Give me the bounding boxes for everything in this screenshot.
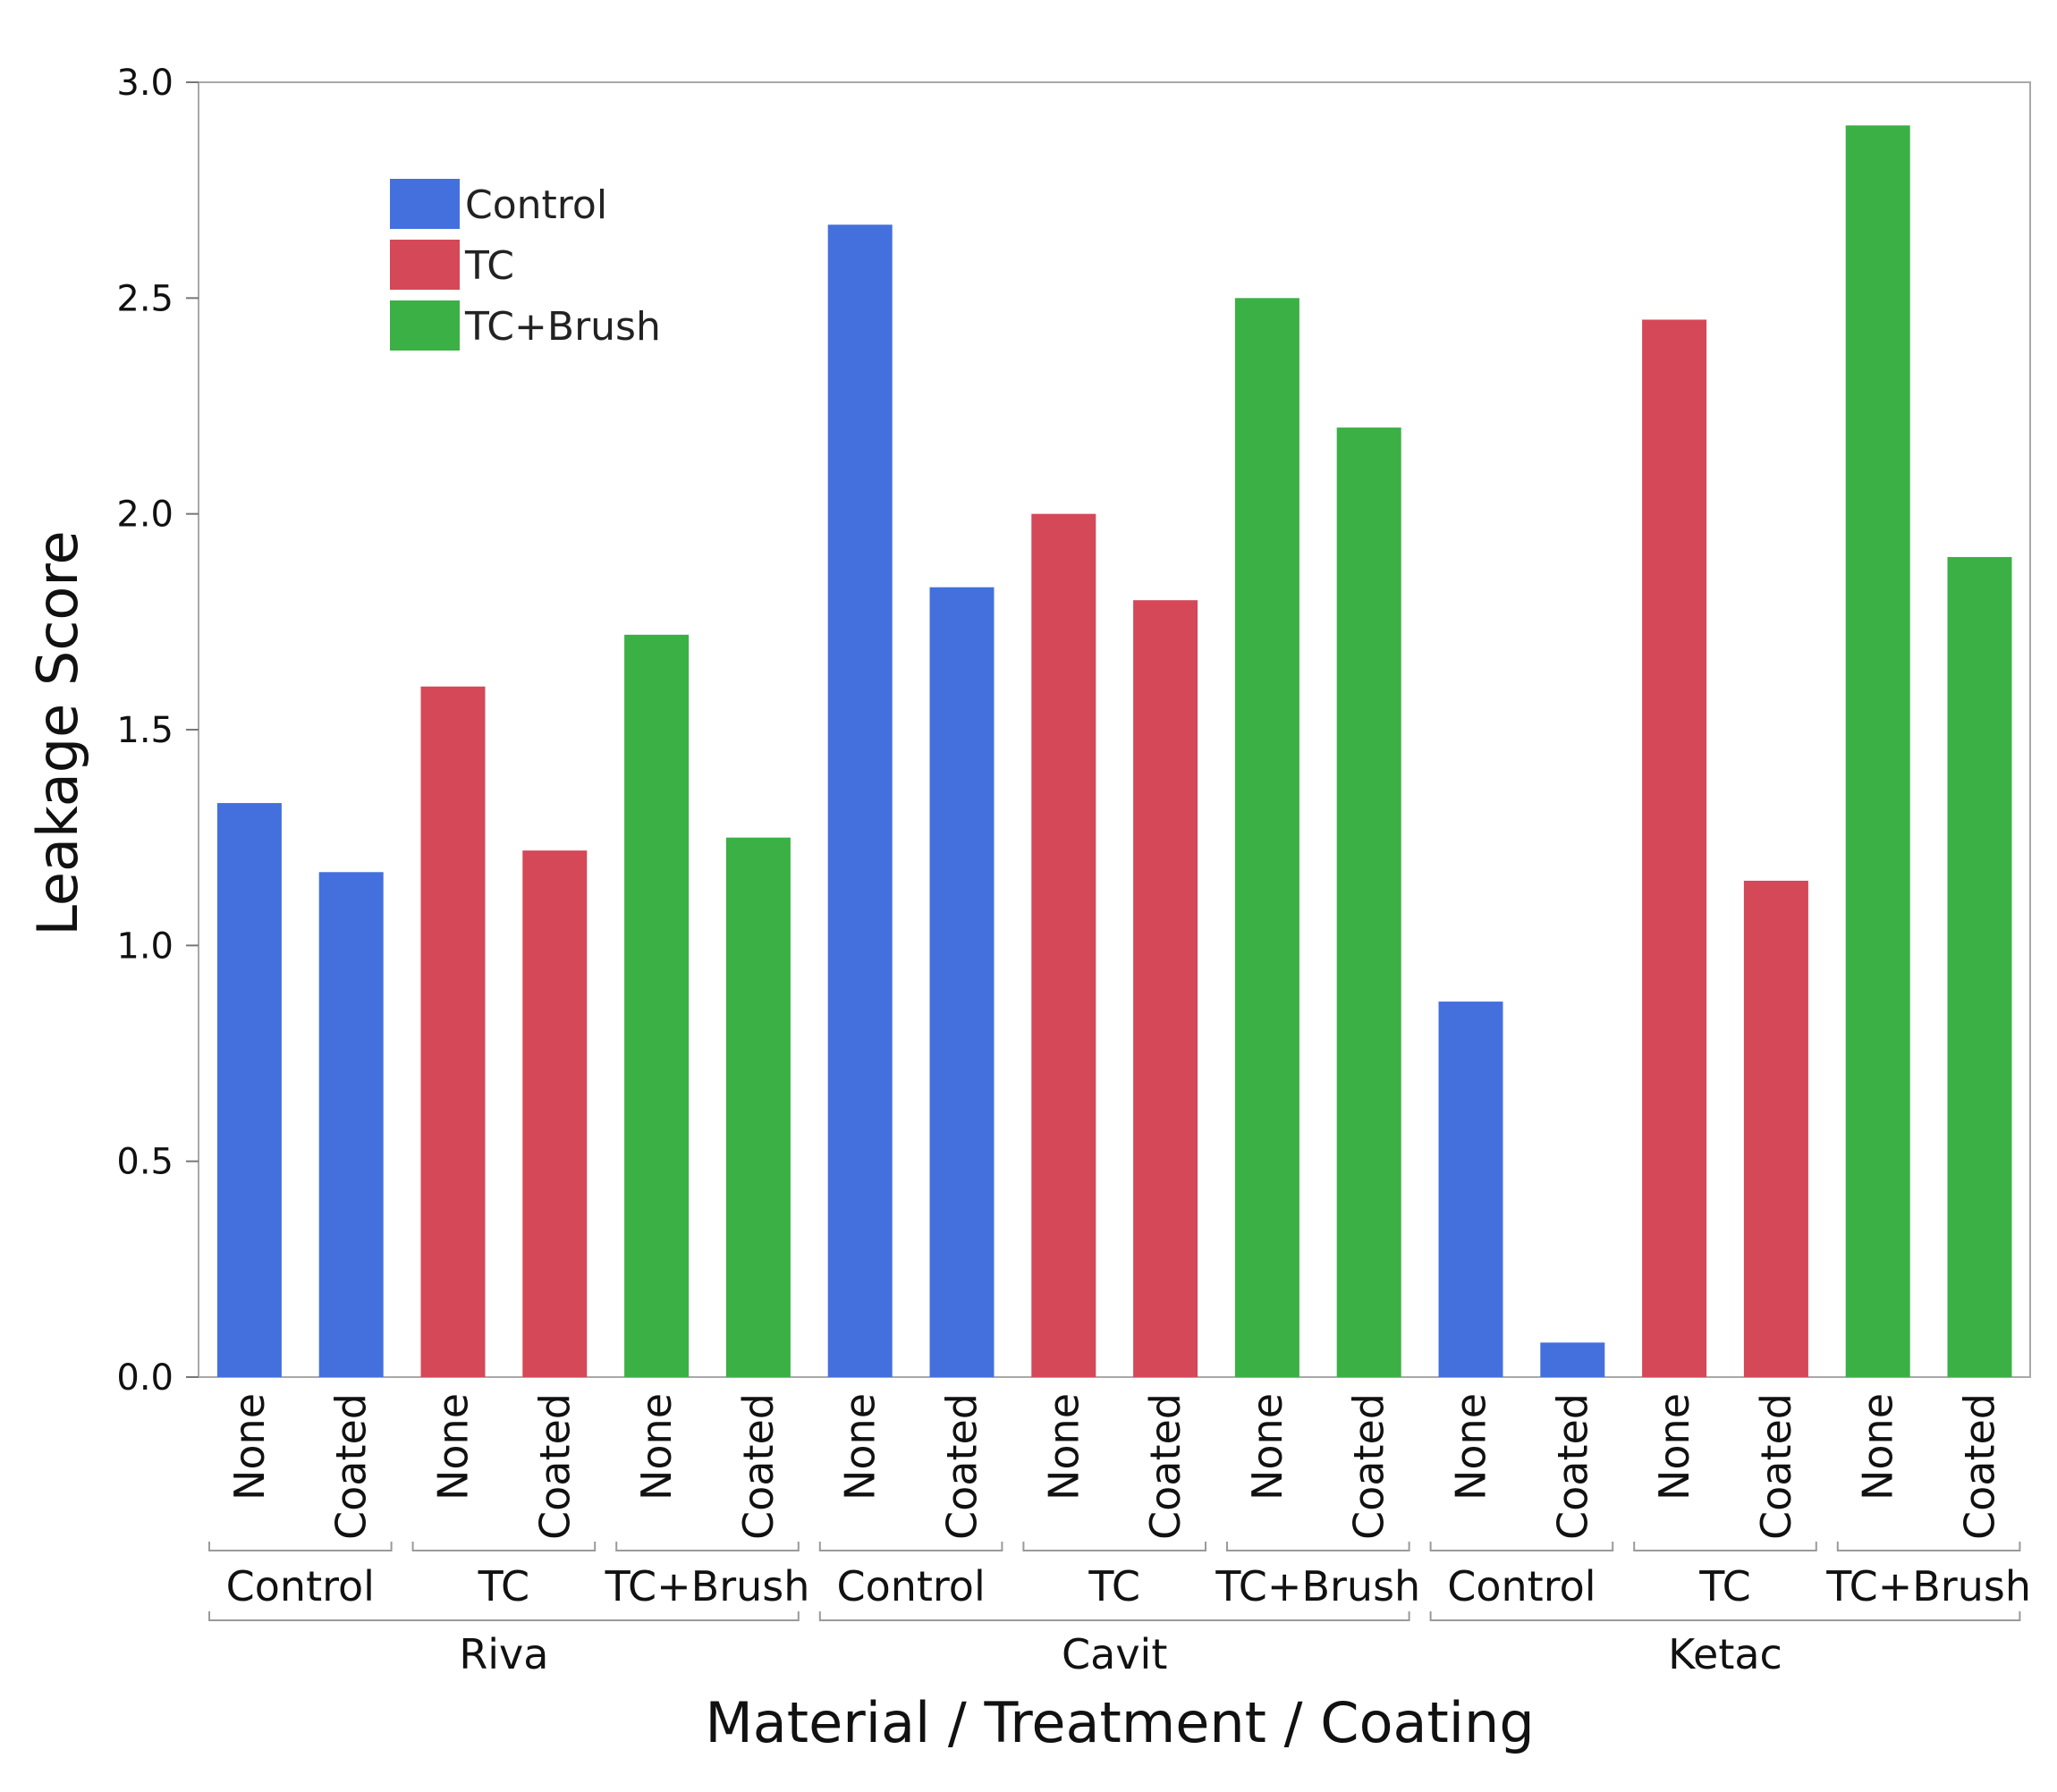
x-tick-label-coating: Coated <box>1548 1393 1596 1540</box>
bar <box>827 224 893 1377</box>
x-group-label-treatment: TC <box>1088 1562 1140 1610</box>
treatment-bracket <box>615 1542 800 1551</box>
y-tick-label: 1.0 <box>116 926 174 967</box>
x-axis: None Coated None Coated None Coated None Coated… <box>208 1393 2031 1678</box>
x-tick-label-coating: None <box>1243 1393 1291 1500</box>
x-tick-label-coating: None <box>429 1393 478 1500</box>
x-tick-label-coating: Coated <box>1345 1393 1393 1540</box>
x-tick-label-coating: Coated <box>1752 1393 1800 1540</box>
x-group-label-treatment: TC+Brush <box>605 1562 810 1610</box>
legend-swatch <box>390 240 460 290</box>
legend-swatch <box>390 300 460 351</box>
x-tick-label-coating: None <box>1447 1393 1495 1500</box>
treatment-bracket <box>818 1542 1003 1551</box>
x-group-label-treatment: Control <box>226 1562 375 1610</box>
bar <box>1642 319 1707 1377</box>
bar <box>1540 1342 1605 1377</box>
bar <box>1845 125 1910 1378</box>
x-tick-label-coating: Coated <box>1956 1393 2004 1540</box>
bar-series <box>216 125 2012 1378</box>
y-axis: 0.0 0.5 1.0 1.5 2.0 2.5 3.0 <box>116 63 199 1399</box>
treatment-bracket <box>1836 1542 2021 1551</box>
x-tick-label-coating: Coated <box>938 1393 986 1540</box>
x-tick-label-coating: None <box>1854 1393 1902 1500</box>
bar <box>420 686 486 1377</box>
legend-label: TC+Brush <box>464 304 661 350</box>
treatment-bracket <box>411 1542 597 1551</box>
treatment-bracket <box>1429 1542 1614 1551</box>
bar <box>522 850 588 1377</box>
treatment-bracket <box>208 1542 393 1551</box>
y-tick-label: 2.5 <box>116 278 174 319</box>
bar <box>1031 513 1096 1377</box>
x-tick-label-coating: None <box>1039 1393 1088 1500</box>
x-group-label-treatment: TC+Brush <box>1825 1562 2031 1610</box>
treatment-bracket <box>1226 1542 1410 1551</box>
x-group-label-treatment: TC <box>1698 1562 1751 1610</box>
x-group-label-treatment: Control <box>1447 1562 1596 1610</box>
bar <box>1438 1002 1503 1377</box>
material-bracket <box>208 1611 800 1621</box>
x-group-label-material: Ketac <box>1668 1630 1782 1678</box>
bar <box>1234 298 1299 1377</box>
legend-swatch <box>390 179 460 229</box>
legend: Control TC TC+Brush <box>390 179 661 351</box>
bar <box>1133 600 1198 1377</box>
x-group-label-material: Riva <box>459 1630 548 1678</box>
legend-label: Control <box>465 182 607 228</box>
y-axis-title: Leakage Score <box>25 530 90 935</box>
bar <box>216 803 282 1377</box>
x-group-label-treatment: TC <box>478 1562 530 1610</box>
bar <box>318 872 384 1377</box>
y-tick-label: 0.0 <box>116 1357 174 1399</box>
y-tick-label: 1.5 <box>116 710 174 751</box>
y-tick-label: 3.0 <box>116 63 174 104</box>
bar <box>1947 556 2012 1377</box>
x-group-label-treatment: Control <box>836 1562 985 1610</box>
y-tick-label: 0.5 <box>116 1142 174 1183</box>
x-tick-label-coating: None <box>836 1393 885 1500</box>
treatment-bracket <box>1633 1542 1817 1551</box>
bar <box>725 837 791 1377</box>
x-tick-label-coating: Coated <box>734 1393 783 1540</box>
x-tick-label-coating: None <box>1650 1393 1698 1500</box>
x-tick-label-coating: Coated <box>327 1393 376 1540</box>
bar <box>624 634 690 1377</box>
x-tick-label-coating: Coated <box>530 1393 579 1540</box>
x-axis-title: Material / Treatment / Coating <box>705 1690 1534 1755</box>
treatment-bracket <box>1022 1542 1206 1551</box>
material-bracket <box>818 1611 1410 1621</box>
bar <box>1336 427 1401 1378</box>
x-group-label-material: Cavit <box>1062 1630 1167 1678</box>
material-bracket <box>1429 1611 2021 1621</box>
x-group-label-treatment: TC+Brush <box>1215 1562 1420 1610</box>
bar <box>929 587 995 1377</box>
bar <box>1743 880 1808 1377</box>
x-tick-label-coating: Coated <box>1141 1393 1189 1540</box>
y-tick-label: 2.0 <box>116 494 174 536</box>
x-tick-label-coating: None <box>632 1393 681 1500</box>
legend-label: TC <box>464 243 514 289</box>
x-tick-label-coating: None <box>225 1393 274 1500</box>
